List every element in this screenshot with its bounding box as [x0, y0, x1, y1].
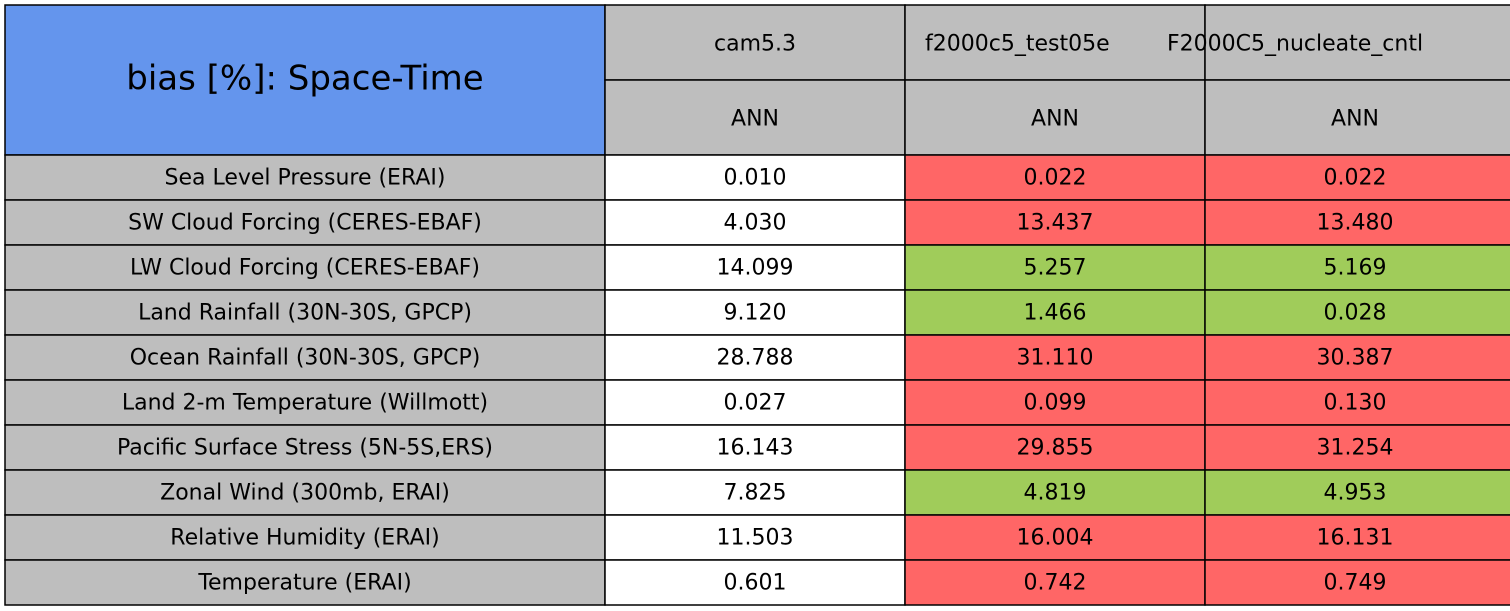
value-cell	[904, 334, 1206, 381]
header-cell	[904, 4, 1206, 81]
value-cell	[604, 199, 906, 246]
value-cell	[904, 244, 1206, 291]
value-cell	[604, 424, 906, 471]
cell-value: 31.254	[1317, 436, 1394, 461]
cell-value: 0.027	[724, 391, 787, 416]
cell-value: 30.387	[1317, 346, 1394, 371]
header-cell	[604, 4, 906, 81]
row-label-cell	[4, 469, 606, 516]
cell-value: 0.130	[1324, 391, 1387, 416]
value-cell	[604, 289, 906, 336]
cell-value: 0.010	[724, 166, 787, 191]
table-title: bias [%]: Space-Time	[126, 59, 483, 99]
value-cell	[904, 199, 1206, 246]
season-cell	[1204, 79, 1510, 156]
cell-value: 0.022	[1024, 166, 1087, 191]
cell-value: 4.030	[724, 211, 787, 236]
row-label-cell	[4, 424, 606, 471]
value-cell	[1204, 559, 1510, 606]
row-label-cell	[4, 154, 606, 201]
row-label-cell	[4, 334, 606, 381]
cell-value: 4.953	[1324, 481, 1387, 506]
season-header: ANN	[731, 107, 779, 132]
row-label: Pacific Surface Stress (5N-5S,ERS)	[117, 436, 493, 461]
row-label-cell	[4, 559, 606, 606]
season-header: ANN	[1331, 107, 1379, 132]
cell-value: 0.742	[1024, 571, 1087, 596]
value-cell	[1204, 154, 1510, 201]
cell-value: 29.855	[1017, 436, 1094, 461]
value-cell	[904, 154, 1206, 201]
cell-value: 5.257	[1024, 256, 1087, 281]
cell-value: 0.749	[1324, 571, 1387, 596]
row-label: Land Rainfall (30N-30S, GPCP)	[138, 301, 472, 326]
cell-value: 0.022	[1324, 166, 1387, 191]
column-header: f2000c5_test05e	[925, 32, 1110, 57]
value-cell	[1204, 514, 1510, 561]
value-cell	[904, 559, 1206, 606]
cell-value: 9.120	[724, 301, 787, 326]
season-cell	[604, 79, 906, 156]
row-label-cell	[4, 244, 606, 291]
cell-value: 1.466	[1024, 301, 1087, 326]
row-label-cell	[4, 379, 606, 426]
value-cell	[904, 424, 1206, 471]
column-header: F2000C5_nucleate_cntl	[1167, 32, 1423, 57]
value-cell	[1204, 199, 1510, 246]
header-cell	[1204, 4, 1510, 81]
row-label: Land 2-m Temperature (Willmott)	[122, 391, 488, 416]
cell-value: 13.480	[1317, 211, 1394, 236]
cell-value: 16.004	[1017, 526, 1094, 551]
season-cell	[904, 79, 1206, 156]
value-cell	[1204, 289, 1510, 336]
value-cell	[1204, 244, 1510, 291]
value-cell	[604, 559, 906, 606]
row-label: Ocean Rainfall (30N-30S, GPCP)	[130, 346, 481, 371]
column-header: cam5.3	[714, 32, 796, 57]
row-label-cell	[4, 199, 606, 246]
cell-value: 0.028	[1324, 301, 1387, 326]
title-cell	[4, 4, 606, 156]
cell-value: 11.503	[717, 526, 794, 551]
value-cell	[604, 154, 906, 201]
cell-value: 14.099	[717, 256, 794, 281]
value-cell	[1204, 469, 1510, 516]
cell-value: 13.437	[1017, 211, 1094, 236]
cell-value: 0.099	[1024, 391, 1087, 416]
row-label: SW Cloud Forcing (CERES-EBAF)	[128, 211, 482, 236]
cell-value: 16.131	[1317, 526, 1394, 551]
cell-value: 16.143	[717, 436, 794, 461]
cell-value: 7.825	[724, 481, 787, 506]
row-label: Temperature (ERAI)	[197, 571, 411, 596]
cell-value: 31.110	[1017, 346, 1094, 371]
cell-value: 5.169	[1324, 256, 1387, 281]
value-cell	[604, 334, 906, 381]
cell-value: 4.819	[1024, 481, 1087, 506]
row-label: Relative Humidity (ERAI)	[170, 526, 439, 551]
row-label: Zonal Wind (300mb, ERAI)	[160, 481, 450, 506]
value-cell	[604, 244, 906, 291]
row-label: LW Cloud Forcing (CERES-EBAF)	[130, 256, 480, 281]
cell-value: 0.601	[724, 571, 787, 596]
row-label: Sea Level Pressure (ERAI)	[165, 166, 446, 191]
season-header: ANN	[1031, 107, 1079, 132]
cell-value: 28.788	[717, 346, 794, 371]
